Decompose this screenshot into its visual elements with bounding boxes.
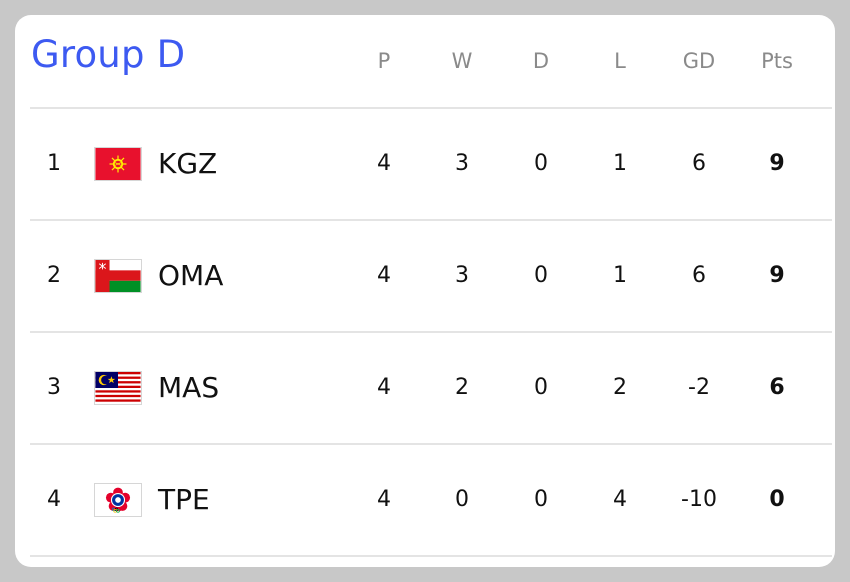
- table-header: Group D P W D L GD Pts: [15, 15, 835, 107]
- won-value: 2: [455, 375, 469, 400]
- table-row[interactable]: 4: [15, 445, 835, 555]
- played-value: 4: [377, 487, 391, 512]
- group-title: Group D: [31, 33, 186, 76]
- team-name: MAS: [158, 371, 220, 404]
- team-rank: 4: [47, 487, 61, 512]
- lost-value: 4: [613, 487, 627, 512]
- divider: [30, 219, 832, 221]
- points-value: 9: [769, 263, 785, 288]
- goal-difference-value: 6: [692, 263, 706, 288]
- column-header-points: Pts: [761, 49, 793, 73]
- team-name: TPE: [158, 483, 210, 516]
- table-row[interactable]: 2 OMA 4 3 0 1 6 9: [15, 221, 835, 331]
- won-value: 0: [455, 487, 469, 512]
- standings-card: Group D P W D L GD Pts 1 KGZ: [15, 15, 835, 567]
- drawn-value: 0: [534, 487, 548, 512]
- oman-flag-icon: [94, 259, 142, 293]
- column-header-goal-difference: GD: [682, 49, 716, 73]
- table-row[interactable]: 1 KGZ 4 3 0 1 6 9: [15, 109, 835, 219]
- column-header-lost: L: [614, 49, 626, 73]
- points-value: 9: [769, 151, 785, 176]
- goal-difference-value: -2: [688, 375, 710, 400]
- drawn-value: 0: [534, 375, 548, 400]
- points-value: 6: [769, 375, 785, 400]
- played-value: 4: [377, 375, 391, 400]
- team-rank: 2: [47, 263, 61, 288]
- lost-value: 1: [613, 151, 627, 176]
- table-row[interactable]: 3 MAS 4 2 0 2 -2 6: [15, 333, 835, 443]
- divider: [30, 555, 832, 557]
- team-name: OMA: [158, 259, 224, 292]
- column-header-won: W: [451, 49, 473, 73]
- lost-value: 2: [613, 375, 627, 400]
- played-value: 4: [377, 151, 391, 176]
- won-value: 3: [455, 151, 469, 176]
- divider: [30, 443, 832, 445]
- kyrgyzstan-flag-icon: [94, 147, 142, 181]
- lost-value: 1: [613, 263, 627, 288]
- column-header-played: P: [377, 49, 391, 73]
- goal-difference-value: -10: [681, 487, 717, 512]
- points-value: 0: [769, 487, 785, 512]
- divider: [30, 107, 832, 109]
- goal-difference-value: 6: [692, 151, 706, 176]
- column-header-drawn: D: [532, 49, 550, 73]
- won-value: 3: [455, 263, 469, 288]
- team-name: KGZ: [158, 147, 218, 180]
- drawn-value: 0: [534, 151, 548, 176]
- played-value: 4: [377, 263, 391, 288]
- team-rank: 3: [47, 375, 61, 400]
- drawn-value: 0: [534, 263, 548, 288]
- chinese-taipei-flag-icon: [94, 483, 142, 517]
- divider: [30, 331, 832, 333]
- malaysia-flag-icon: [94, 371, 142, 405]
- team-rank: 1: [47, 151, 61, 176]
